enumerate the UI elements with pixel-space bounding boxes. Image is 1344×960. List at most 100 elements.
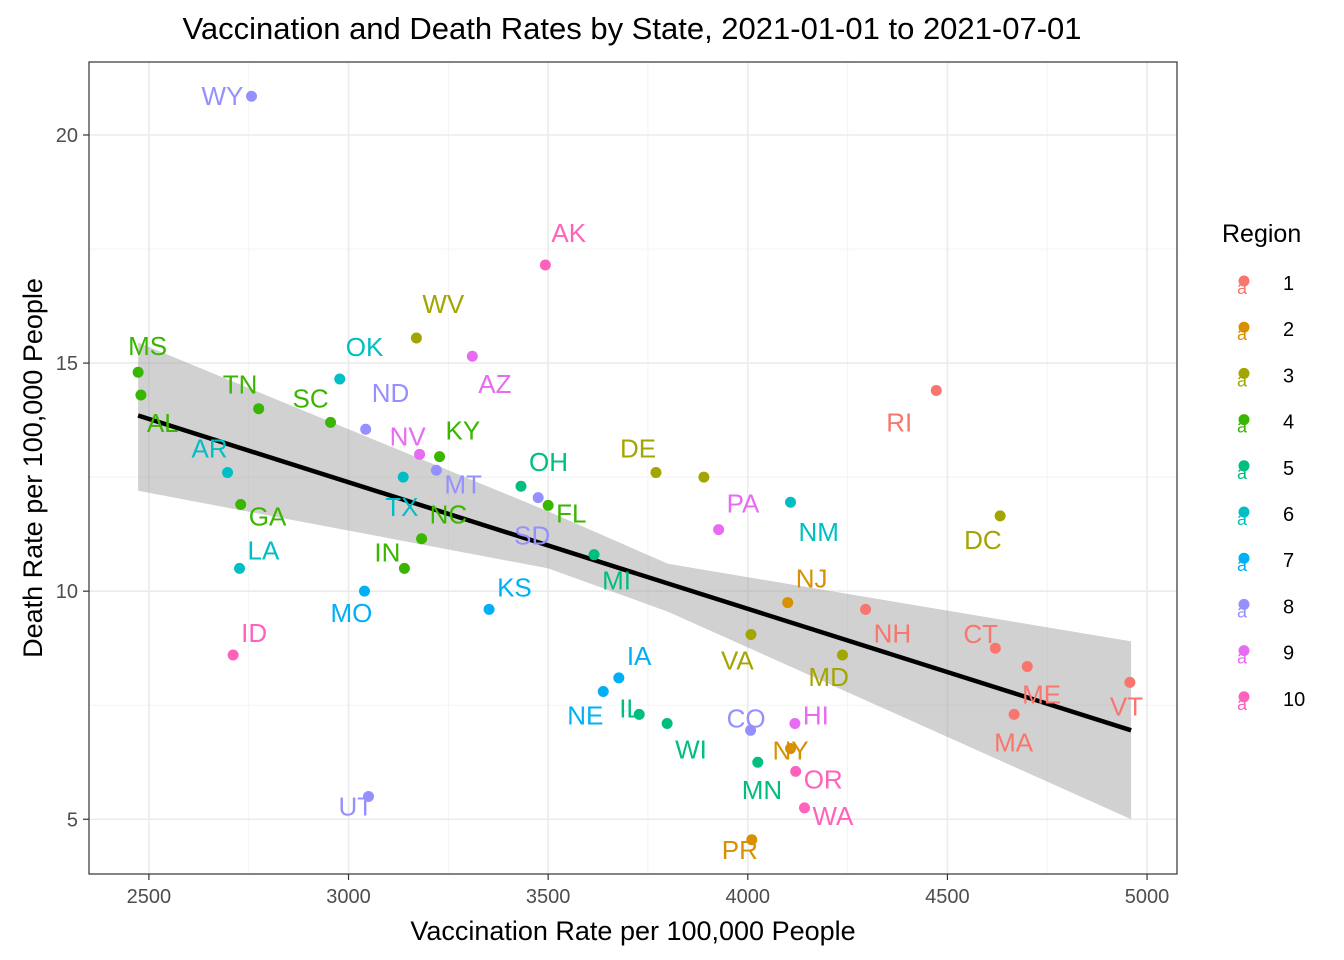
point-wa [798, 802, 810, 814]
point-label-id: ID [241, 618, 267, 648]
y-tick-label: 5 [67, 809, 78, 831]
point-labels: WY AK WV AZ MS OK RI AL TN SC ND NV KY MT DE AR TX OH SD NM… [128, 81, 1143, 865]
point-label-il: IL [619, 693, 641, 723]
point-label-ks: KS [497, 572, 532, 602]
legend-key-2 [1238, 321, 1250, 333]
legend-label-4: 4 [1283, 412, 1294, 434]
point-label-vt: VT [1110, 691, 1143, 721]
x-tick-label: 3500 [526, 886, 571, 908]
legend-label-8: 8 [1283, 596, 1294, 618]
x-tick-label: 4500 [925, 886, 970, 908]
legend-label-9: 9 [1283, 643, 1294, 665]
point-vt [1124, 676, 1136, 688]
legend-key-glyph: a [1237, 463, 1248, 483]
point-sc [325, 416, 337, 428]
point-label-fl: FL [556, 498, 586, 528]
point-ar [222, 467, 234, 479]
point-label-nj: NJ [796, 564, 828, 594]
point-label-ok: OK [346, 332, 384, 362]
point-label-me: ME [1022, 679, 1061, 709]
point-wv [410, 332, 422, 344]
point-de [650, 467, 662, 479]
point-label-ak: AK [551, 218, 586, 248]
point-mn [752, 756, 764, 768]
point-pa [713, 524, 725, 536]
legend-key-10 [1238, 691, 1250, 703]
point-al [135, 389, 147, 401]
point-nc [416, 533, 428, 545]
legend-key-1 [1238, 275, 1250, 287]
point-ut [362, 790, 374, 802]
point-label-wa: WA [812, 801, 854, 831]
point-me_pt [1021, 660, 1033, 672]
point-va [745, 629, 757, 641]
x-tick-label: 5000 [1125, 886, 1170, 908]
legend-key-8 [1238, 598, 1250, 610]
point-label-md: MD [808, 662, 848, 692]
data-points [132, 90, 1136, 846]
point-sd [532, 492, 544, 504]
point-ny2 [785, 743, 797, 755]
point-mt [430, 464, 442, 476]
legend-key-glyph: a [1237, 648, 1248, 668]
legend-key-glyph: a [1237, 417, 1248, 437]
point-label-ma: MA [994, 727, 1034, 757]
point-dc [994, 510, 1006, 522]
x-tick-label: 2500 [127, 886, 172, 908]
point-label-ri: RI [886, 407, 912, 437]
point-label-ne: NE [567, 701, 603, 731]
legend-key-glyph: a [1237, 278, 1248, 298]
point-ny [698, 471, 710, 483]
point-label-nc: NC [430, 500, 468, 530]
point-pr [746, 834, 758, 846]
legend-key-glyph: a [1237, 370, 1248, 390]
legend-label-5: 5 [1283, 458, 1294, 480]
legend: Region a 1 a 2 a 3 a 4 a 5 a 6 a 7 a 8 a 9 a 10 [1222, 220, 1305, 714]
point-label-ut: UT [338, 791, 373, 821]
point-wi [661, 717, 673, 729]
point-label-mi: MI [602, 566, 631, 596]
point-label-co: CO [727, 703, 766, 733]
point-label-ms: MS [128, 331, 167, 361]
point-label-or: OR [804, 764, 843, 794]
legend-key-3 [1238, 367, 1250, 379]
point-mo [358, 585, 370, 597]
legend-label-7: 7 [1283, 550, 1294, 572]
y-tick-label: 15 [56, 353, 78, 375]
point-nm [785, 496, 797, 508]
x-axis-title: Vaccination Rate per 100,000 People [410, 916, 855, 946]
point-ms [132, 366, 144, 378]
x-tick-label: 4000 [726, 886, 771, 908]
plot-border [88, 61, 1178, 875]
point-label-pr: PR [722, 835, 758, 865]
point-label-ct: CT [963, 619, 998, 649]
point-la [234, 562, 246, 574]
point-label-tx: TX [385, 492, 418, 522]
point-label-ky: KY [446, 416, 481, 446]
legend-key-5 [1238, 460, 1250, 472]
point-label-oh: OH [529, 447, 568, 477]
legend-label-3: 3 [1283, 365, 1294, 387]
point-md [836, 649, 848, 661]
point-label-de: DE [620, 434, 656, 464]
point-label-sc: SC [293, 383, 329, 413]
point-mi [588, 549, 600, 561]
grid-minor [89, 62, 1177, 874]
point-label-nm: NM [799, 517, 839, 547]
point-nv [414, 448, 426, 460]
point-label-ny: NY [773, 736, 809, 766]
point-label-mo: MO [330, 598, 372, 628]
point-label-az: AZ [478, 369, 511, 399]
legend-key-glyph: a [1237, 601, 1248, 621]
point-nd [360, 423, 372, 435]
point-label-nd: ND [372, 378, 410, 408]
plot-panel [89, 62, 1177, 874]
point-ri [930, 384, 942, 396]
point-label-dc: DC [964, 525, 1002, 555]
point-label-mt: MT [444, 469, 482, 499]
point-label-la: LA [248, 535, 280, 565]
point-co [745, 724, 757, 736]
legend-title: Region [1222, 220, 1301, 248]
point-label-al: AL [147, 408, 179, 438]
